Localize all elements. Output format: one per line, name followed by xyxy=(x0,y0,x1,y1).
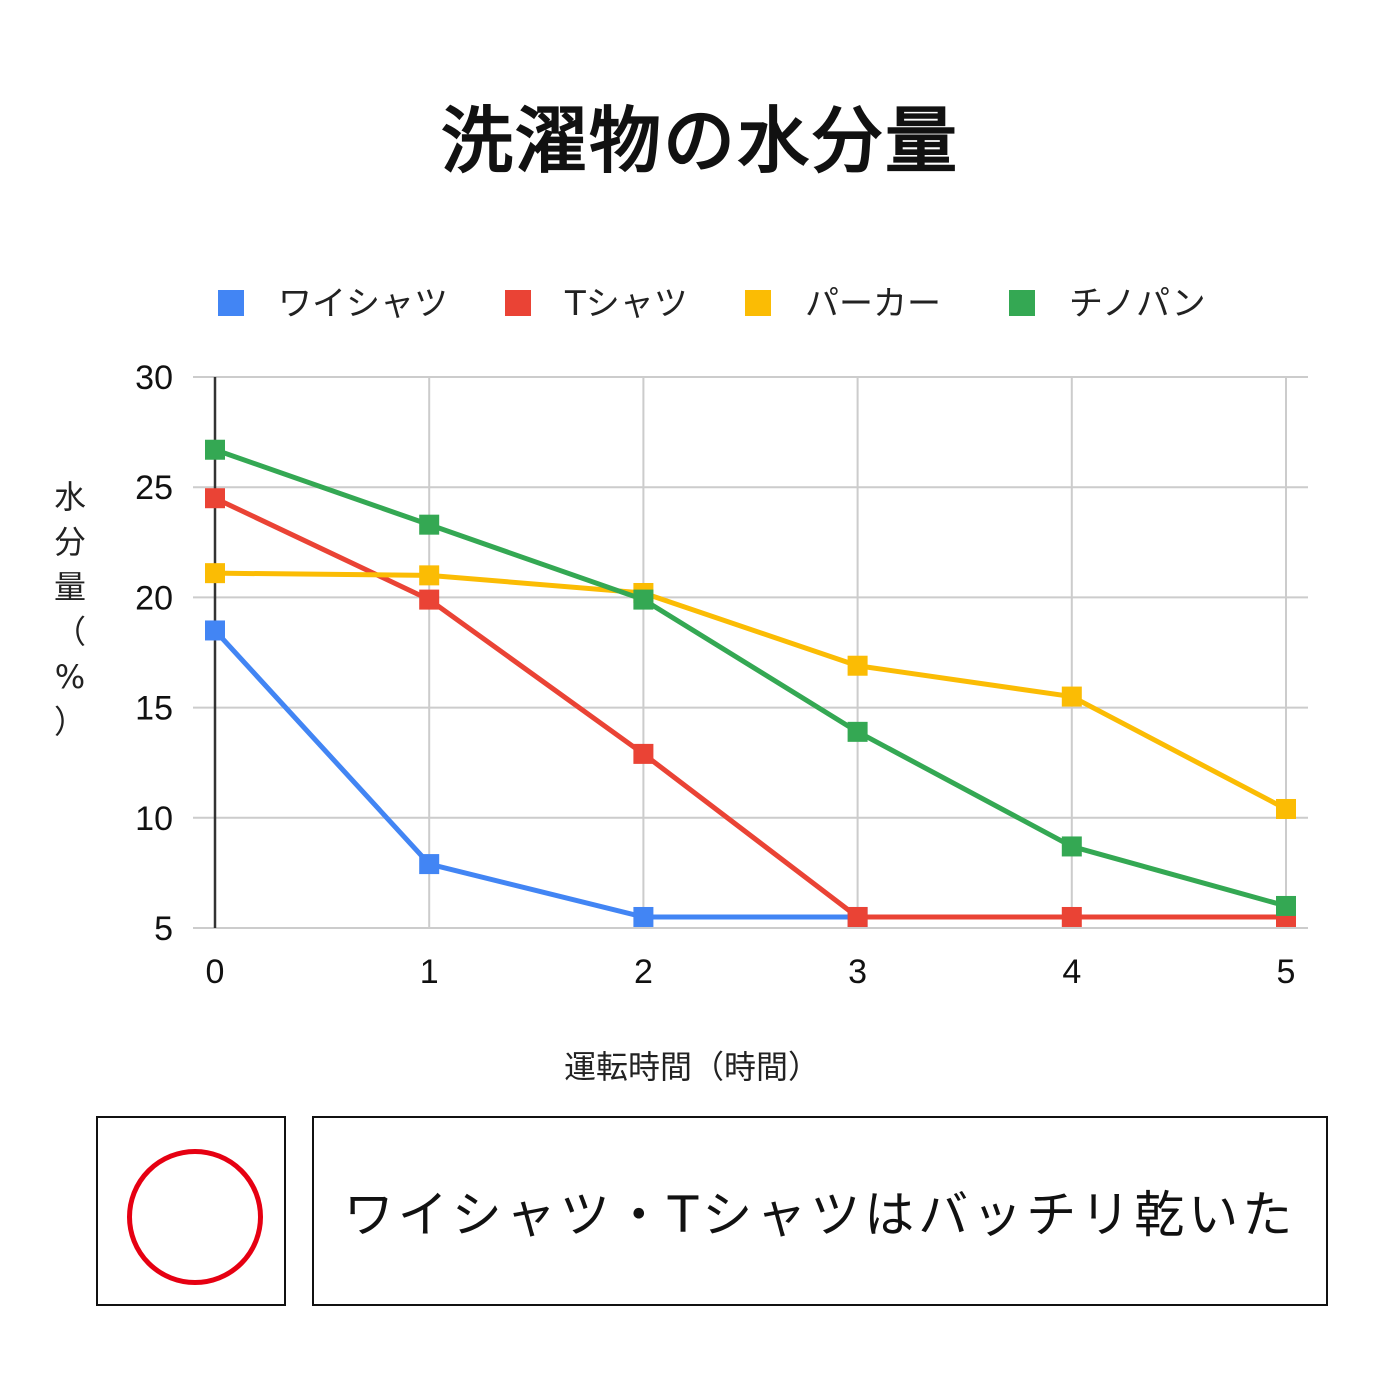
chart-title: 洗濯物の水分量 xyxy=(440,99,959,183)
data-point xyxy=(847,655,868,676)
legend-swatch xyxy=(505,290,531,316)
series-line xyxy=(213,628,858,920)
series-group xyxy=(205,563,1296,819)
x-tick-label: 1 xyxy=(420,953,439,991)
data-point xyxy=(1061,686,1082,707)
data-point xyxy=(1276,895,1296,916)
data-point xyxy=(205,563,225,584)
y-tick-label: 20 xyxy=(135,579,173,617)
data-point xyxy=(1061,906,1082,927)
series-group xyxy=(205,488,1296,927)
data-point xyxy=(419,514,440,535)
x-tick-label: 5 xyxy=(1277,953,1296,991)
series-line xyxy=(213,495,1286,920)
y-tick-label: 10 xyxy=(135,800,173,838)
data-point xyxy=(633,906,654,927)
evaluation-comment-box: ワイシャツ・Tシャツはバッチリ乾いた xyxy=(312,1116,1328,1306)
x-tick-label: 0 xyxy=(206,953,225,991)
legend-label: ワイシャツ xyxy=(278,284,448,324)
data-point xyxy=(1276,798,1296,819)
y-tick-label: 15 xyxy=(135,690,173,728)
data-point xyxy=(633,589,654,610)
series-group xyxy=(205,620,868,927)
data-point xyxy=(419,854,440,875)
legend-swatch xyxy=(1009,290,1035,316)
series-line xyxy=(214,570,1288,812)
data-point xyxy=(847,721,868,742)
data-point xyxy=(633,743,654,764)
x-axis-ticks: 0 1 2 3 4 5 xyxy=(206,953,1296,991)
data-point xyxy=(1061,836,1082,857)
x-tick-label: 4 xyxy=(1062,953,1081,991)
x-axis-title: 運転時間（時間） xyxy=(564,1048,820,1086)
x-tick-label: 3 xyxy=(848,953,867,991)
legend-swatch xyxy=(745,290,771,316)
y-tick-label: 30 xyxy=(135,359,173,397)
legend-swatch xyxy=(218,290,244,316)
data-point xyxy=(419,565,440,586)
chart-series xyxy=(205,439,1296,927)
y-axis-ticks: 5 10 15 20 25 30 xyxy=(135,359,173,948)
data-point xyxy=(205,620,225,641)
evaluation-mark-box xyxy=(96,1116,286,1306)
data-point xyxy=(205,488,225,509)
data-point xyxy=(847,906,868,927)
legend-label: Tシャツ xyxy=(564,284,688,324)
x-tick-label: 2 xyxy=(634,953,653,991)
y-tick-label: 5 xyxy=(154,910,173,948)
y-axis-title: 水分量（%） xyxy=(54,478,86,741)
evaluation-comment: ワイシャツ・Tシャツはバッチリ乾いた xyxy=(343,1186,1297,1244)
circle-mark xyxy=(127,1149,263,1285)
legend: ワイシャツ Tシャツ パーカー チノパン xyxy=(218,284,1206,324)
data-point xyxy=(205,439,225,460)
legend-label: パーカー xyxy=(805,284,941,324)
chart-grid xyxy=(193,376,1308,929)
y-tick-label: 25 xyxy=(135,469,173,507)
legend-label: チノパン xyxy=(1069,284,1206,324)
series-line xyxy=(214,447,1287,909)
data-point xyxy=(419,589,440,610)
series-group xyxy=(205,439,1296,916)
line-chart: ワイシャツ Tシャツ パーカー チノパン 5 10 15 20 25 30 0 1 2 3 4 5 運転時… xyxy=(54,284,1308,1086)
